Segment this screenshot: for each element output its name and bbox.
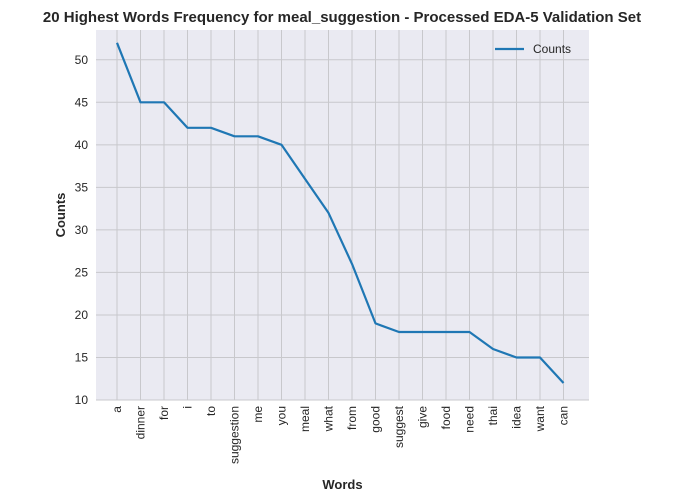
x-tick-label: need bbox=[463, 406, 477, 433]
x-tick-label: thai bbox=[486, 406, 500, 425]
x-tick-label: good bbox=[369, 406, 383, 433]
y-tick-label: 25 bbox=[75, 265, 89, 279]
chart-title: 20 Highest Words Frequency for meal_sugg… bbox=[43, 9, 641, 26]
x-tick-label: suggestion bbox=[228, 406, 242, 464]
series-line-counts bbox=[115, 42, 565, 384]
legend-label-counts: Counts bbox=[533, 42, 571, 56]
x-tick-label: i bbox=[181, 406, 195, 409]
y-tick-label: 50 bbox=[75, 53, 89, 67]
y-tick-label: 40 bbox=[75, 138, 89, 152]
x-tick-label: can bbox=[557, 406, 571, 425]
x-tick-label: what bbox=[322, 405, 336, 432]
x-tick-label: for bbox=[157, 406, 171, 420]
x-axis-label: Words bbox=[322, 477, 362, 492]
y-axis-label: Counts bbox=[53, 193, 68, 238]
x-tick-label: a bbox=[110, 406, 124, 413]
x-tick-label: to bbox=[204, 406, 218, 416]
y-tick-label: 45 bbox=[75, 95, 89, 109]
y-tick-label: 15 bbox=[75, 350, 89, 364]
x-tick-label: want bbox=[533, 405, 547, 432]
grid bbox=[96, 30, 589, 401]
x-tick-label: give bbox=[416, 406, 430, 428]
y-tick-label: 10 bbox=[75, 393, 89, 407]
x-tick-label: food bbox=[439, 406, 453, 429]
x-tick-label: from bbox=[345, 406, 359, 430]
y-tick-label: 30 bbox=[75, 223, 89, 237]
x-tick-label: suggest bbox=[392, 405, 406, 448]
y-tick-label: 35 bbox=[75, 180, 89, 194]
plot-area bbox=[96, 30, 589, 400]
legend: Counts bbox=[495, 42, 571, 56]
x-tick-label: dinner bbox=[134, 406, 148, 439]
x-axis-ticks: a dinner for i to suggestion me you meal what from… bbox=[110, 405, 571, 464]
x-tick-label: me bbox=[251, 406, 265, 423]
y-axis-ticks: 10 15 20 25 30 35 40 45 50 bbox=[75, 53, 89, 407]
x-tick-label: idea bbox=[510, 406, 524, 429]
x-tick-label: meal bbox=[298, 406, 312, 432]
x-tick-label: you bbox=[275, 406, 289, 425]
y-tick-label: 20 bbox=[75, 308, 89, 322]
